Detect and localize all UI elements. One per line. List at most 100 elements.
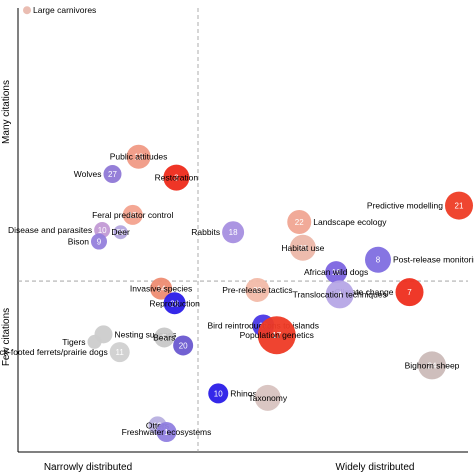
point-label: Wolves: [74, 169, 102, 179]
data-point: Tigers: [62, 334, 102, 349]
axis-titles: Narrowly distributed Widely distributed …: [1, 80, 414, 473]
point-marker: [150, 277, 173, 300]
data-point: 8 Post-release monitoring: [365, 246, 474, 273]
point-label: Black-footed ferrets/prairie dogs: [0, 347, 108, 357]
point-label: Climate change: [334, 287, 393, 297]
point-marker: [91, 233, 107, 250]
point-id-label: 8: [376, 256, 381, 265]
point-marker: [163, 164, 190, 191]
point-id-label: 18: [229, 228, 238, 237]
point-id-label: 20: [253, 286, 262, 295]
point-id-label: 23: [298, 244, 307, 253]
y-axis-label-bottom: Few citations: [1, 308, 12, 366]
point-label: Bighorn sheep: [405, 360, 460, 370]
point-marker: [254, 384, 281, 411]
point-marker: [163, 292, 186, 315]
point-id-label: 28: [116, 228, 125, 237]
point-id-label: 21: [455, 202, 464, 211]
point-marker: [418, 351, 446, 380]
point-id-label: 9: [97, 238, 102, 247]
point-id-label: 16: [332, 268, 341, 277]
point-id-label: 15: [128, 211, 137, 220]
point-label: African wild dogs: [304, 267, 368, 277]
y-axis-label-top: Many citations: [1, 80, 12, 144]
point-id-label: 12: [153, 421, 162, 430]
point-marker: [245, 277, 270, 302]
point-marker: [154, 327, 175, 348]
point-id-label: 4: [338, 290, 343, 299]
point-id-label: 1: [164, 428, 169, 437]
point-label: Large carnivores: [33, 5, 96, 15]
point-label: Pre-release tactics: [222, 285, 292, 295]
point-id-label: 7: [407, 288, 412, 297]
point-marker: [208, 383, 229, 404]
point-label: Deer: [111, 227, 130, 237]
point-label: Restoration: [155, 173, 199, 183]
point-marker: [126, 144, 151, 169]
point-marker: [287, 210, 312, 235]
point-marker: [325, 280, 354, 309]
point-label: Otters: [146, 420, 169, 430]
point-label: Invasive species: [130, 284, 192, 294]
data-point: Taxonomy: [248, 384, 288, 411]
point-id-label: 14: [157, 285, 166, 294]
point-label: Population genetics: [240, 330, 314, 340]
data-point: 27 Wolves: [74, 165, 122, 184]
point-label: Tigers: [62, 337, 85, 347]
point-label: Public attitudes: [110, 152, 168, 162]
point-id-label: 3: [174, 174, 179, 183]
point-label: Translocation techniques: [293, 289, 387, 299]
data-point: 21 Predictive modelling: [367, 191, 473, 220]
point-label: Disease and parasites: [8, 225, 92, 235]
point-label: Reproduction: [149, 298, 200, 308]
data-point: 7 Climate change: [334, 278, 424, 307]
data-point: 10 Rhinos: [208, 383, 257, 404]
point-id-label: 24: [428, 361, 437, 370]
point-marker: [156, 422, 177, 443]
point-marker: [23, 6, 31, 15]
point-label: Bison: [68, 237, 90, 247]
point-marker: [87, 334, 102, 349]
point-id-label: 22: [295, 218, 304, 227]
point-id-label: 27: [108, 170, 117, 179]
point-id-label: 20: [179, 341, 188, 350]
data-point: Large carnivores: [23, 5, 96, 15]
point-id-label: 10: [98, 226, 107, 235]
point-label: Rhinos: [230, 388, 256, 398]
point-label: Predictive modelling: [367, 201, 443, 211]
point-marker: [109, 342, 130, 363]
point-marker: [445, 191, 473, 220]
point-id-label: 11: [116, 348, 125, 357]
data-point: 20: [173, 335, 194, 356]
point-id-label: 10: [214, 389, 223, 398]
point-label: Feral predator control: [92, 210, 173, 220]
point-id-label: 26: [170, 299, 179, 308]
point-marker: [257, 316, 296, 355]
quadrant-dividers: [18, 8, 468, 452]
point-label: Nesting success: [115, 329, 177, 339]
data-point: 11 Black-footed ferrets/prairie dogs: [0, 342, 130, 363]
point-id-label: 17: [272, 331, 281, 340]
point-marker: [289, 234, 316, 261]
point-label: Habitat use: [281, 243, 324, 253]
point-label: Taxonomy: [248, 393, 287, 403]
point-label: Rabbits: [191, 227, 220, 237]
data-point: 9 Bison: [68, 233, 107, 250]
point-marker: [325, 261, 348, 284]
point-label: Bears: [153, 332, 175, 342]
